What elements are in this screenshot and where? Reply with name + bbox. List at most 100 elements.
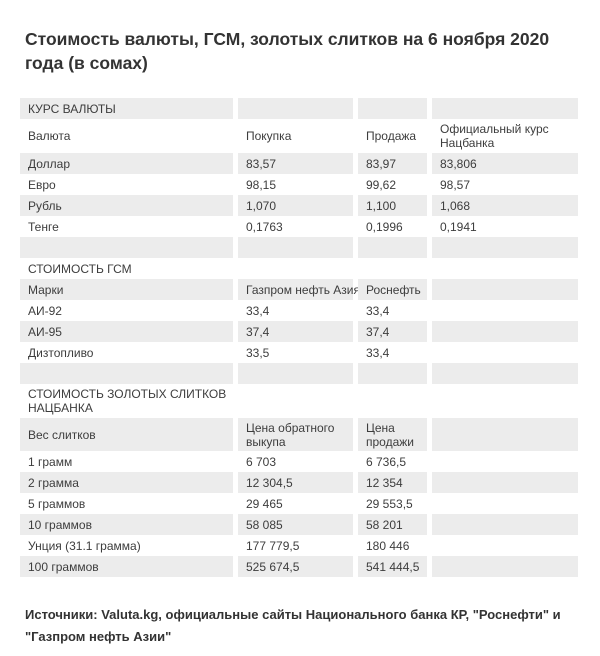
empty-cell (358, 258, 427, 279)
value-cell: 33,4 (366, 345, 390, 360)
value-cell: 98,57 (440, 177, 471, 192)
value-cell: 6 736,5 (366, 454, 407, 469)
empty-cell (432, 556, 578, 577)
value-cell: 12 304,5 (238, 472, 353, 493)
value-cell: 99,62 (366, 177, 397, 192)
table-row-dollar: Доллар 83,57 83,97 83,806 (20, 153, 578, 174)
row-label-cell: АИ-95 (20, 321, 233, 342)
row-label-cell: 100 граммов (20, 556, 233, 577)
row-label-cell: Унция (31.1 грамма) (28, 538, 141, 553)
empty-cell (358, 384, 427, 418)
value-cell: 0,1763 (246, 219, 283, 234)
row-label-cell: Тенге (28, 219, 59, 234)
column-header-cell: Покупка (246, 129, 292, 143)
column-header-cell: Официальный курс Нацбанка (440, 122, 549, 150)
row-label-cell: Рубль (20, 195, 233, 216)
section-title-cell: СТОИМОСТЬ ЗОЛОТЫХ СЛИТКОВ НАЦБАНКА (28, 387, 227, 415)
column-header-cell: Газпром нефть Азия (238, 279, 360, 300)
column-header-cell: Продажа (366, 129, 417, 143)
value-cell: 37,4 (358, 321, 427, 342)
currency-header-row: Валюта Покупка Продажа Официальный курс … (20, 119, 578, 153)
empty-cell (432, 279, 578, 300)
empty-cell (20, 237, 233, 258)
table-row-1g: 1 грамм 6 703 6 736,5 (20, 451, 578, 472)
empty-cell (432, 237, 578, 258)
row-label-cell: АИ-92 (28, 303, 62, 318)
value-cell: 37,4 (238, 321, 353, 342)
value-cell: 98,15 (246, 177, 277, 192)
empty-cell (432, 451, 578, 472)
column-header-cell: Цена продажи (358, 418, 427, 451)
column-header-cell: Валюта (28, 129, 71, 143)
value-cell: 29 553,5 (366, 496, 413, 511)
section-title-cell: КУРС ВАЛЮТЫ (20, 98, 233, 119)
empty-cell (238, 384, 353, 418)
empty-cell (432, 98, 578, 119)
gold-header-row: Вес слитков Цена обратного выкупа Цена п… (20, 418, 578, 451)
empty-cell (432, 472, 578, 493)
table-row-ai95: АИ-95 37,4 37,4 (20, 321, 578, 342)
section-title-cell: СТОИМОСТЬ ГСМ (28, 261, 132, 276)
value-cell: 83,57 (238, 153, 353, 174)
table-row-ruble: Рубль 1,070 1,100 1,068 (20, 195, 578, 216)
empty-cell (432, 535, 578, 556)
empty-cell (432, 300, 578, 321)
value-cell: 541 444,5 (358, 556, 427, 577)
empty-cell (432, 384, 578, 418)
empty-cell (238, 237, 353, 258)
row-label-cell: Евро (28, 177, 56, 192)
value-cell: 177 779,5 (246, 538, 300, 553)
value-cell: 1,068 (432, 195, 578, 216)
value-cell: 33,4 (366, 303, 390, 318)
row-label-cell: Дизтопливо (28, 345, 94, 360)
rates-table: КУРС ВАЛЮТЫ Валюта Покупка Продажа Офици… (20, 98, 578, 577)
section-row-fuel: СТОИМОСТЬ ГСМ (20, 258, 578, 279)
empty-cell (20, 363, 233, 384)
table-row-ai92: АИ-92 33,4 33,4 (20, 300, 578, 321)
value-cell: 58 085 (238, 514, 353, 535)
row-label-cell: Доллар (20, 153, 233, 174)
column-header-cell: Роснефть (358, 279, 427, 300)
value-cell: 33,4 (246, 303, 270, 318)
table-row-10g: 10 граммов 58 085 58 201 (20, 514, 578, 535)
value-cell: 83,806 (432, 153, 578, 174)
empty-cell (358, 98, 427, 119)
column-header-cell: Цена обратного выкупа (238, 418, 353, 451)
infographic-table-page: Стоимость валюты, ГСМ, золотых слитков н… (0, 27, 600, 656)
empty-cell (432, 514, 578, 535)
value-cell: 33,5 (246, 345, 270, 360)
spacer-row (20, 363, 578, 384)
value-cell: 525 674,5 (238, 556, 353, 577)
value-cell: 0,1996 (366, 219, 403, 234)
empty-cell (238, 98, 353, 119)
table-row-diesel: Дизтопливо 33,5 33,4 (20, 342, 578, 363)
table-row-euro: Евро 98,15 99,62 98,57 (20, 174, 578, 195)
value-cell: 180 446 (366, 538, 410, 553)
value-cell: 0,1941 (440, 219, 477, 234)
empty-cell (432, 258, 578, 279)
value-cell: 12 354 (358, 472, 427, 493)
value-cell: 29 465 (246, 496, 283, 511)
value-cell: 6 703 (246, 454, 277, 469)
spacer-row (20, 237, 578, 258)
column-header-cell: Вес слитков (20, 418, 233, 451)
fuel-header-row: Марки Газпром нефть Азия Роснефть (20, 279, 578, 300)
empty-cell (358, 237, 427, 258)
value-cell: 1,100 (358, 195, 427, 216)
sources-note: Источники: Valuta.kg, официальные сайты … (25, 607, 561, 644)
row-label-cell: 2 грамма (20, 472, 233, 493)
empty-cell (238, 258, 353, 279)
empty-cell (358, 363, 427, 384)
column-header-cell: Марки (20, 279, 233, 300)
empty-cell (432, 342, 578, 363)
empty-cell (432, 418, 578, 451)
table-row-tenge: Тенге 0,1763 0,1996 0,1941 (20, 216, 578, 237)
page-title: Стоимость валюты, ГСМ, золотых слитков н… (25, 29, 550, 73)
section-row-gold: СТОИМОСТЬ ЗОЛОТЫХ СЛИТКОВ НАЦБАНКА (20, 384, 578, 418)
value-cell: 83,97 (358, 153, 427, 174)
table-row-5g: 5 граммов 29 465 29 553,5 (20, 493, 578, 514)
table-row-2g: 2 грамма 12 304,5 12 354 (20, 472, 578, 493)
empty-cell (432, 363, 578, 384)
empty-cell (432, 493, 578, 514)
table-row-ounce: Унция (31.1 грамма) 177 779,5 180 446 (20, 535, 578, 556)
